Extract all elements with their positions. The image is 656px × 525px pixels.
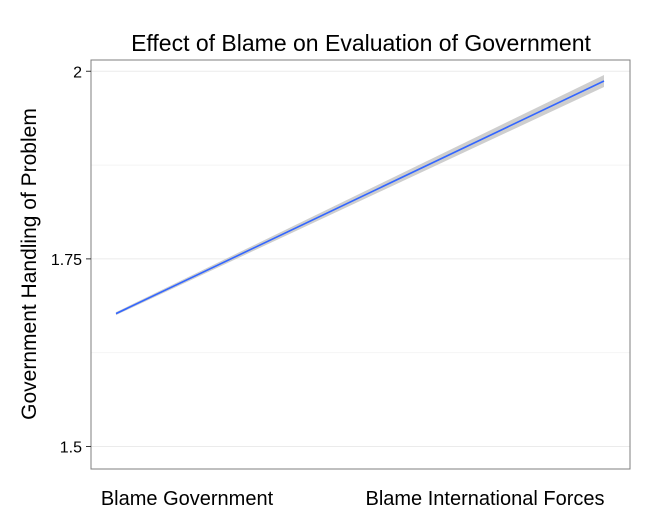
y-axis-title: Government Handling of Problem [18, 108, 41, 420]
y-tick-label: 1.5 [60, 439, 82, 456]
panel-border [90, 59, 631, 470]
y-tick-label: 2 [73, 64, 82, 81]
series-line-layer [115, 80, 605, 315]
y-tick-label: 1.75 [51, 252, 82, 269]
x-axis: Blame Government Blame International Forc… [101, 488, 605, 510]
plot-panel [90, 59, 631, 470]
gridlines [91, 70, 630, 447]
chart-title: Effect of Blame on Evaluation of Governm… [131, 30, 591, 56]
y-axis: 1.5 1.75 2 [51, 64, 91, 456]
x-category-label: Blame International Forces [365, 488, 604, 510]
series-line [115, 80, 605, 315]
x-category-label: Blame Government [101, 488, 274, 510]
